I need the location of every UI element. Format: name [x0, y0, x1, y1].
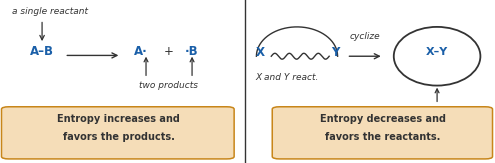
Text: more restricted motion: more restricted motion — [388, 109, 487, 118]
Text: A–B: A–B — [30, 45, 54, 58]
Text: A·: A· — [134, 45, 148, 58]
Text: X and Y react.: X and Y react. — [255, 73, 318, 82]
FancyBboxPatch shape — [1, 107, 234, 159]
FancyBboxPatch shape — [272, 107, 493, 159]
Text: favors the reactants.: favors the reactants. — [325, 132, 441, 142]
Text: a single reactant: a single reactant — [12, 7, 89, 15]
Text: +: + — [163, 45, 173, 58]
Text: X: X — [255, 46, 264, 59]
Text: Entropy decreases and: Entropy decreases and — [320, 114, 446, 124]
Text: Entropy increases and: Entropy increases and — [57, 114, 180, 124]
Text: cyclize: cyclize — [349, 32, 380, 41]
Text: ·B: ·B — [184, 45, 198, 58]
Text: X–Y: X–Y — [426, 47, 448, 57]
Text: two products: two products — [139, 82, 198, 90]
Ellipse shape — [394, 27, 480, 86]
Text: Y: Y — [332, 46, 340, 59]
Text: favors the products.: favors the products. — [63, 132, 175, 142]
